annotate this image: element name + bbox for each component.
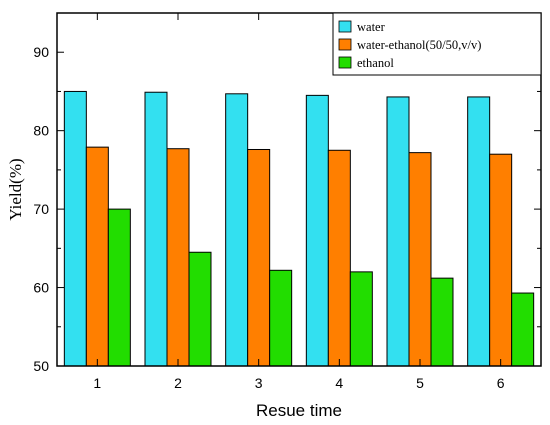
plot-frame xyxy=(56,12,542,367)
y-tick-label: 80 xyxy=(33,123,49,139)
x-tick-label: 5 xyxy=(416,375,424,391)
bar-ethanol-4 xyxy=(349,271,373,367)
legend-label: ethanol xyxy=(357,56,394,70)
y-tick-label: 60 xyxy=(33,280,49,296)
legend-swatch-ethanol xyxy=(338,56,352,69)
x-tick-label: 3 xyxy=(255,375,263,391)
bar-water-ethanol-50-50-v-v--4 xyxy=(327,149,351,367)
legend-swatch-water xyxy=(338,20,352,33)
x-axis-title: Resue time xyxy=(256,401,342,420)
bar-ethanol-2 xyxy=(188,251,212,367)
bar-ethanol-5 xyxy=(430,277,454,367)
x-tick-label: 4 xyxy=(335,375,343,391)
legend-box xyxy=(332,12,542,76)
bar-water-ethanol-50-50-v-v--5 xyxy=(408,152,432,367)
y-tick-label: 50 xyxy=(33,358,49,374)
x-tick-label: 6 xyxy=(497,375,505,391)
bar-water-3 xyxy=(225,93,249,367)
x-tick-label: 1 xyxy=(93,375,101,391)
bar-water-ethanol-50-50-v-v--2 xyxy=(166,148,190,367)
bar-water-5 xyxy=(386,96,410,367)
bars-layer xyxy=(63,90,535,367)
y-axis: 50 60 70 80 90 xyxy=(33,12,541,374)
legend: water water-ethanol(50/50,v/v) ethanol xyxy=(332,12,542,76)
legend-label: water xyxy=(357,20,386,34)
x-tick-label: 2 xyxy=(174,375,182,391)
y-axis-title: Yield(%) xyxy=(6,158,25,220)
bar-water-ethanol-50-50-v-v--6 xyxy=(489,153,513,367)
bar-ethanol-1 xyxy=(107,208,131,367)
bar-ethanol-3 xyxy=(269,269,293,367)
bar-water-ethanol-50-50-v-v--3 xyxy=(247,148,271,367)
bar-ethanol-6 xyxy=(511,292,535,367)
bar-water-6 xyxy=(467,96,491,367)
bar-water-ethanol-50-50-v-v--1 xyxy=(85,146,109,367)
bar-water-4 xyxy=(305,94,329,367)
bar-water-2 xyxy=(144,91,168,367)
legend-swatch-water-ethanol-50-50-v-v- xyxy=(338,38,352,51)
legend-label: water-ethanol(50/50,v/v) xyxy=(357,38,481,52)
y-tick-label: 90 xyxy=(33,44,49,60)
bar-water-1 xyxy=(63,90,87,367)
y-tick-label: 70 xyxy=(33,201,49,217)
